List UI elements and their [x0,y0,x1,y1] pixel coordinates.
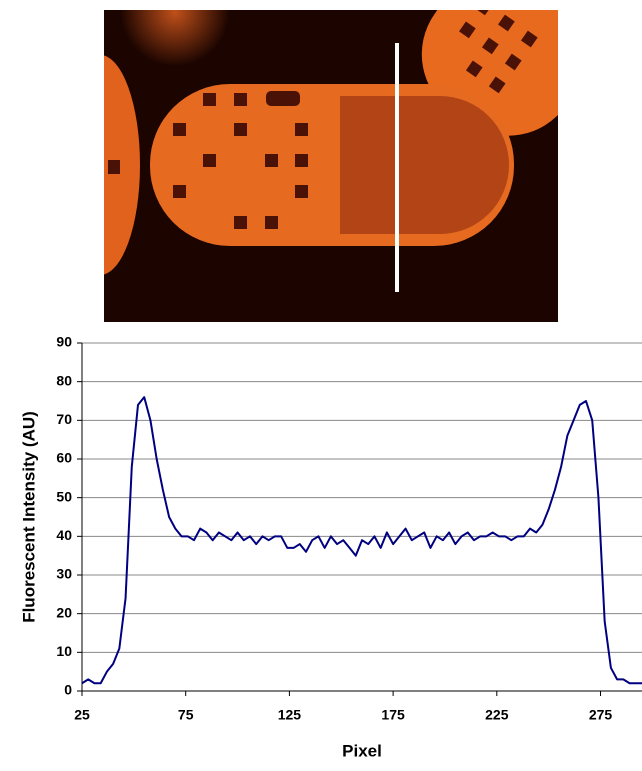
x-tick-label: 175 [381,707,405,723]
y-tick-label: 10 [56,643,72,659]
y-tick-label: 30 [56,566,72,582]
x-tick-label: 225 [485,707,509,723]
x-tick-label: 125 [278,707,302,723]
y-tick-label: 90 [56,334,72,350]
y-tick-label: 80 [56,372,72,388]
micrograph [104,10,558,322]
y-tick-label: 50 [56,488,72,504]
y-tick-label: 70 [56,411,72,427]
x-tick-label: 275 [589,707,613,723]
y-tick-label: 0 [64,682,72,698]
x-tick-label: 75 [178,707,194,723]
y-tick-label: 60 [56,450,72,466]
data-line [81,396,642,685]
y-tick-label: 20 [56,604,72,620]
x-axis-title: Pixel [342,741,382,760]
y-axis-title: Fluorescent Intensity (AU) [19,411,38,623]
x-tick-label: 25 [74,707,90,723]
y-tick-label: 40 [56,527,72,543]
